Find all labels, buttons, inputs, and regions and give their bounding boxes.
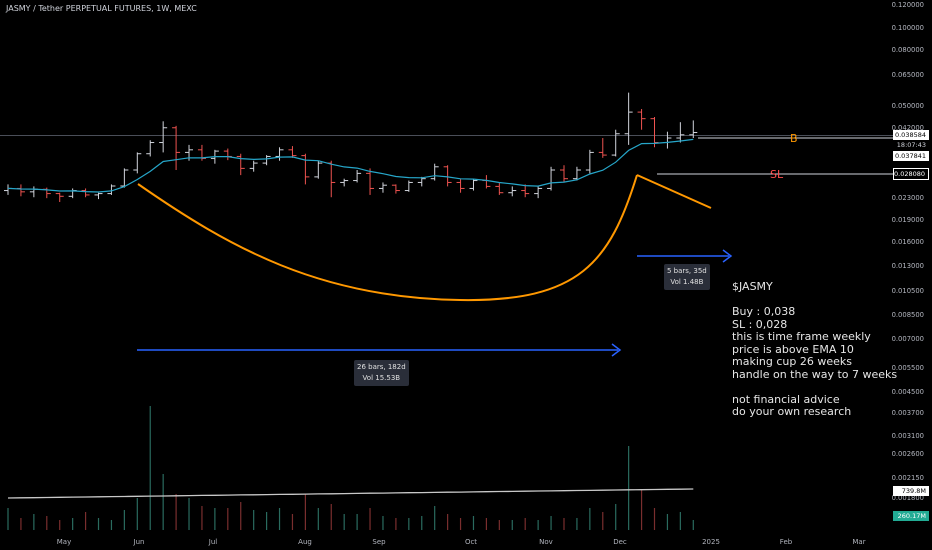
price-tick: 0.080000 bbox=[892, 46, 924, 54]
candlesticks bbox=[4, 92, 698, 203]
measure-bars-label: 5 bars, 35d bbox=[667, 267, 707, 275]
volume-ema-line bbox=[7, 488, 694, 499]
price-tick: 0.001800 bbox=[892, 494, 924, 502]
time-tick: Mar bbox=[852, 538, 865, 546]
measure-vol-label: Vol 15.53B bbox=[362, 374, 401, 382]
analysis-note: $JASMY Buy : 0,038 SL : 0,028 this is time… bbox=[732, 280, 898, 419]
price-axis[interactable]: 0.120000 0.100000 0.080000 0.065000 0.050000… bbox=[892, 1, 924, 502]
note-line: do your own research bbox=[732, 405, 852, 418]
price-tick: 0.003700 bbox=[892, 409, 924, 417]
price-tick: 0.100000 bbox=[892, 24, 924, 32]
sl-price-label: 0.028080 bbox=[893, 168, 929, 180]
time-tick: Oct bbox=[465, 538, 477, 546]
price-tick: 0.050000 bbox=[892, 102, 924, 110]
time-tick: Feb bbox=[780, 538, 793, 546]
handle-line bbox=[636, 174, 712, 209]
sl-level: SL bbox=[657, 168, 893, 181]
time-axis[interactable]: May Jun Jul Aug Sep Oct Nov Dec 2025 Feb Mar bbox=[57, 538, 866, 546]
time-tick: Jun bbox=[133, 538, 145, 546]
price-tick: 0.007000 bbox=[892, 335, 924, 343]
measure-arrow-handle bbox=[637, 249, 733, 263]
price-tick: 0.008500 bbox=[892, 311, 924, 319]
measure-box-handle: 5 bars, 35d Vol 1.48B bbox=[664, 264, 710, 290]
measure-bars-label: 26 bars, 182d bbox=[357, 363, 406, 371]
ema-price-label: 0.037841 bbox=[893, 151, 929, 161]
volume-value-label: 739.8M bbox=[893, 486, 929, 496]
note-line: this is time frame weekly bbox=[732, 330, 871, 343]
measure-vol-label: Vol 1.48B bbox=[670, 278, 704, 286]
note-line: handle on the way to 7 weeks bbox=[732, 367, 898, 381]
time-tick: 2025 bbox=[702, 538, 720, 546]
note-line: not financial advice bbox=[732, 392, 840, 406]
time-tick: Aug bbox=[298, 538, 312, 546]
note-line: SL : 0,028 bbox=[732, 317, 788, 331]
time-tick: Dec bbox=[613, 538, 627, 546]
price-tick: 0.023000 bbox=[892, 194, 924, 202]
time-tick: May bbox=[57, 538, 71, 546]
price-tick: 0.002150 bbox=[892, 474, 924, 482]
note-line: Buy : 0,038 bbox=[732, 305, 796, 318]
price-tick: 0.065000 bbox=[892, 71, 924, 79]
price-tick: 0.010500 bbox=[892, 287, 924, 295]
current-price-label: 0.038584 bbox=[893, 130, 929, 140]
price-tick: 0.013000 bbox=[892, 262, 924, 270]
volume-bars bbox=[7, 406, 694, 530]
price-tick: 0.120000 bbox=[892, 1, 924, 9]
note-line: price is above EMA 10 bbox=[732, 342, 854, 356]
note-line: making cup 26 weeks bbox=[732, 355, 852, 368]
time-tick: Nov bbox=[539, 538, 553, 546]
note-line: $JASMY bbox=[732, 280, 773, 293]
time-tick: Jul bbox=[208, 538, 218, 546]
price-tick: 0.019000 bbox=[892, 216, 924, 224]
measure-arrow-cup bbox=[137, 343, 622, 357]
price-tick: 0.002600 bbox=[892, 450, 924, 458]
price-tick: 0.004500 bbox=[892, 388, 924, 396]
measure-box-cup: 26 bars, 182d Vol 15.53B bbox=[354, 360, 409, 386]
price-tick: 0.005500 bbox=[892, 364, 924, 372]
countdown-label: 18:07:43 bbox=[896, 141, 926, 149]
sl-label: SL bbox=[770, 168, 784, 181]
time-tick: Sep bbox=[372, 538, 386, 546]
ema-10-line bbox=[7, 138, 694, 193]
price-tick: 0.016000 bbox=[892, 238, 924, 246]
buy-level: B bbox=[698, 132, 893, 145]
price-tick: 0.042000 bbox=[892, 124, 924, 132]
volume-ema-value-label: 260.17M bbox=[893, 511, 929, 521]
note-line bbox=[732, 381, 897, 394]
cup-curve bbox=[137, 174, 638, 302]
price-tick: 0.003100 bbox=[892, 432, 924, 440]
chart-title: JASMY / Tether PERPETUAL FUTURES, 1W, ME… bbox=[6, 4, 197, 13]
buy-label: B bbox=[790, 132, 798, 145]
